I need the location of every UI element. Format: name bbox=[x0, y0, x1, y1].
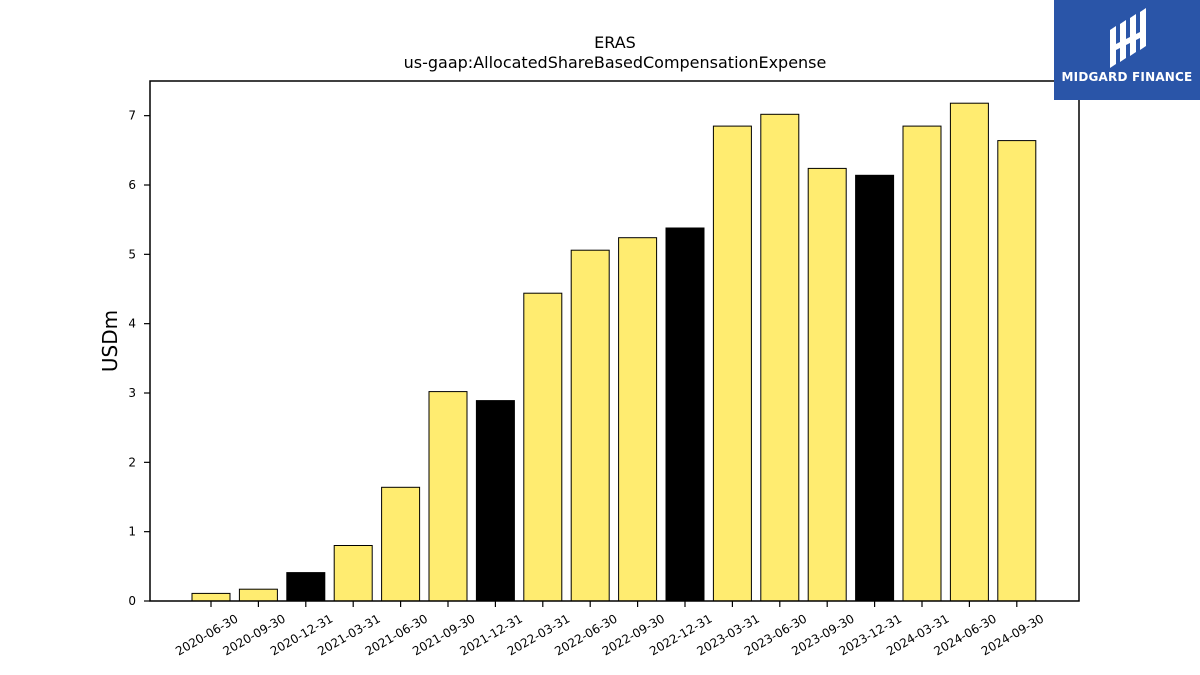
bar-2021-12-31 bbox=[475, 400, 515, 602]
bar-2023-09-30 bbox=[807, 167, 847, 602]
y-tick-label: 7 bbox=[128, 109, 136, 123]
bar-2024-09-30 bbox=[997, 140, 1037, 602]
y-tick-label: 6 bbox=[128, 178, 136, 192]
plot-frame bbox=[149, 80, 1080, 602]
bar-2022-09-30 bbox=[618, 237, 658, 602]
y-axis-ticks: 0 1 2 3 4 5 6 7 bbox=[128, 109, 150, 608]
y-axis-label: USDm bbox=[98, 310, 122, 372]
y-tick-label: 3 bbox=[128, 386, 136, 400]
chart-title: ERAS bbox=[594, 33, 636, 52]
x-axis-ticks: 2020-06-302020-09-302020-12-312021-03-31… bbox=[173, 601, 1046, 658]
bar-2020-12-31 bbox=[286, 572, 326, 602]
bar-2022-06-30 bbox=[570, 249, 610, 602]
midgard-finance-logo: MIDGARD FINANCE bbox=[1054, 0, 1200, 100]
y-tick-label: 4 bbox=[128, 317, 136, 331]
bar-2022-12-31 bbox=[665, 227, 705, 602]
y-tick-label: 2 bbox=[128, 455, 136, 469]
bar-2023-06-30 bbox=[760, 113, 800, 602]
y-tick-label: 0 bbox=[128, 594, 136, 608]
bar-2020-09-30 bbox=[238, 588, 278, 602]
y-tick-label: 5 bbox=[128, 247, 136, 261]
bar-2023-03-31 bbox=[712, 125, 752, 602]
bar-2024-03-31 bbox=[902, 125, 942, 602]
chart-subtitle: us-gaap:AllocatedShareBasedCompensationE… bbox=[404, 53, 827, 72]
bars-group bbox=[191, 102, 1037, 602]
bar-2024-06-30 bbox=[949, 102, 989, 602]
bar-2022-03-31 bbox=[523, 292, 563, 602]
bar-2021-06-30 bbox=[381, 486, 421, 602]
midgard-logo-icon bbox=[1110, 8, 1146, 68]
bar-2021-09-30 bbox=[428, 391, 468, 602]
y-tick-label: 1 bbox=[128, 525, 136, 539]
bar-2023-12-31 bbox=[855, 174, 895, 602]
logo-text: MIDGARD FINANCE bbox=[1061, 70, 1193, 84]
bar-2020-06-30 bbox=[191, 592, 231, 602]
bar-2021-03-31 bbox=[333, 545, 373, 602]
